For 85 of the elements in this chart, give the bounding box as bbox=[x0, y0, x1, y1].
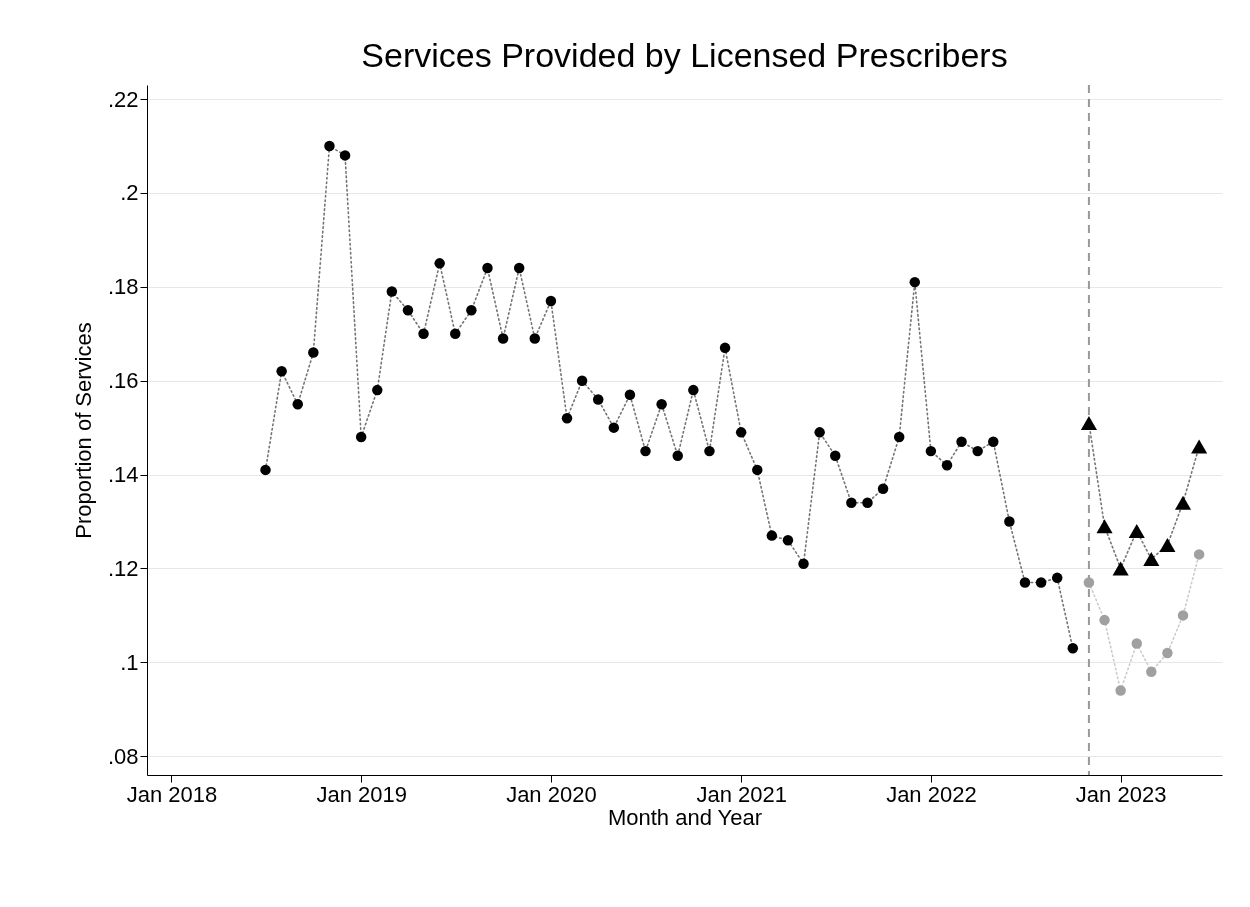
point bbox=[624, 389, 636, 401]
point bbox=[752, 464, 763, 476]
point bbox=[656, 398, 667, 410]
point bbox=[260, 464, 271, 476]
point bbox=[308, 347, 319, 358]
point bbox=[545, 295, 557, 307]
point bbox=[704, 445, 715, 457]
point bbox=[339, 150, 351, 161]
point bbox=[434, 258, 445, 269]
x-tick-label: Jan 2022 bbox=[886, 781, 977, 807]
point bbox=[466, 305, 477, 316]
y-tick-label: .14 bbox=[107, 462, 139, 488]
point bbox=[1146, 666, 1157, 677]
point bbox=[372, 384, 383, 396]
point bbox=[862, 497, 873, 508]
point bbox=[482, 262, 493, 274]
x-tick-label: Jan 2023 bbox=[1075, 781, 1167, 807]
point bbox=[893, 431, 905, 443]
y-tick-label: .18 bbox=[107, 274, 139, 300]
y-axis-title: Proportion of Services bbox=[70, 322, 96, 539]
point bbox=[766, 530, 778, 541]
point bbox=[355, 431, 367, 443]
x-tick-label: Jan 2021 bbox=[696, 781, 787, 807]
point bbox=[640, 445, 651, 457]
point bbox=[735, 427, 747, 438]
y-tick-label: .12 bbox=[107, 555, 139, 581]
point bbox=[830, 450, 841, 462]
point bbox=[1099, 614, 1110, 626]
y-tick-label: .22 bbox=[107, 86, 139, 112]
point bbox=[782, 535, 794, 546]
point bbox=[592, 394, 604, 405]
point bbox=[1067, 643, 1079, 654]
point bbox=[972, 445, 983, 457]
point bbox=[608, 422, 620, 433]
x-tick-label: Jan 2020 bbox=[506, 781, 597, 807]
point bbox=[925, 445, 937, 457]
point bbox=[1083, 577, 1095, 588]
point bbox=[909, 276, 921, 288]
point bbox=[814, 427, 825, 438]
point bbox=[1115, 685, 1126, 696]
point bbox=[1174, 495, 1192, 510]
x-tick-label: Jan 2018 bbox=[126, 781, 218, 807]
point bbox=[292, 398, 303, 410]
point bbox=[846, 497, 857, 508]
point bbox=[1035, 577, 1047, 588]
point bbox=[1112, 561, 1129, 576]
point bbox=[956, 436, 967, 447]
point bbox=[1193, 549, 1205, 560]
point bbox=[529, 333, 541, 344]
point bbox=[1080, 415, 1097, 430]
point bbox=[576, 375, 588, 386]
point bbox=[402, 305, 414, 316]
point bbox=[672, 450, 683, 462]
y-tick-label: .2 bbox=[120, 180, 139, 206]
point bbox=[1159, 538, 1176, 552]
point bbox=[1051, 572, 1063, 584]
point bbox=[1177, 610, 1189, 621]
point bbox=[561, 413, 573, 424]
point bbox=[688, 384, 699, 396]
point bbox=[324, 140, 335, 152]
point bbox=[418, 328, 429, 340]
point bbox=[877, 483, 889, 494]
point bbox=[1004, 516, 1015, 527]
point bbox=[497, 333, 509, 344]
point bbox=[798, 558, 809, 570]
point bbox=[1162, 647, 1173, 659]
point bbox=[719, 342, 731, 354]
chart-title: Services Provided by Licensed Prescribers bbox=[361, 36, 1008, 74]
point bbox=[386, 286, 398, 297]
y-tick-label: .08 bbox=[107, 743, 139, 769]
point bbox=[941, 459, 953, 471]
x-tick-label: Jan 2019 bbox=[316, 781, 407, 807]
y-tick-label: .1 bbox=[120, 649, 139, 675]
point bbox=[1131, 638, 1142, 649]
point bbox=[450, 328, 461, 340]
y-tick-label: .16 bbox=[107, 368, 139, 394]
point bbox=[513, 262, 525, 274]
point bbox=[1128, 523, 1145, 538]
x-axis-title: Month and Year bbox=[607, 804, 763, 830]
point bbox=[988, 436, 999, 447]
point bbox=[1143, 552, 1160, 567]
point bbox=[1019, 577, 1031, 588]
point bbox=[1096, 519, 1113, 534]
point bbox=[276, 366, 287, 377]
point bbox=[1191, 439, 1208, 454]
